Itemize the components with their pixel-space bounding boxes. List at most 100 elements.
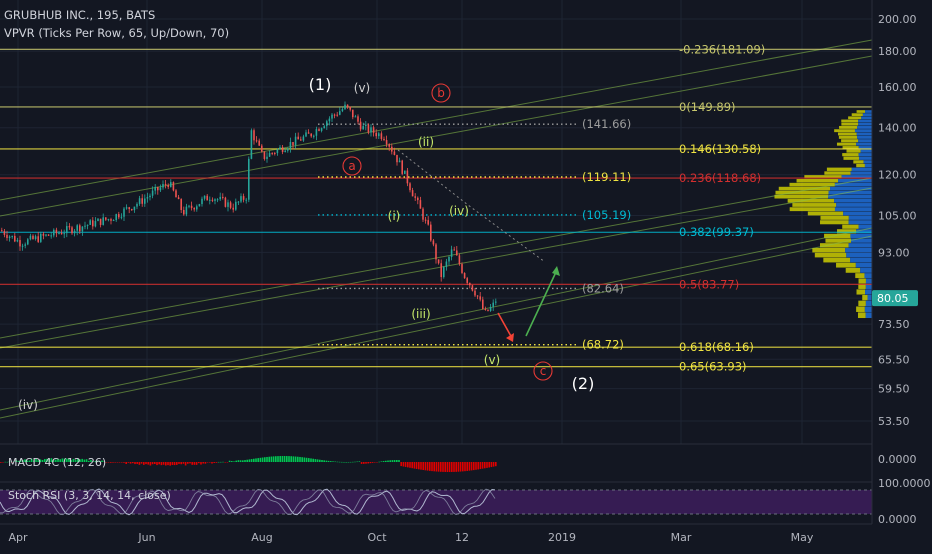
candle-body	[34, 236, 37, 240]
candle-body	[8, 236, 11, 238]
macd-bar	[385, 460, 387, 462]
macd-bar	[261, 457, 264, 462]
candle-body	[313, 135, 315, 137]
candle-body	[463, 272, 466, 279]
macd-bar	[448, 462, 451, 472]
macd-bar	[237, 460, 240, 462]
macd-bar	[125, 462, 127, 465]
vp-bar-up	[845, 247, 872, 253]
macd-bar	[154, 462, 156, 465]
candle-body	[24, 244, 26, 246]
dotted-levels: (141.66) (119.11) (105.19) (82.64) (68.72)	[318, 117, 631, 352]
dotted-level-label: (68.72)	[582, 338, 624, 352]
vp-bar-up	[836, 203, 872, 207]
time-axis[interactable]	[0, 524, 872, 550]
wave-label: b	[437, 86, 445, 100]
vp-bar-up	[834, 207, 872, 212]
macd-bar	[270, 456, 273, 462]
macd-bar	[374, 462, 376, 463]
macd-bar	[233, 461, 235, 462]
vp-bar-down	[843, 156, 860, 160]
vp-bar-down	[825, 238, 852, 243]
candle-body	[99, 218, 102, 225]
candle-body	[188, 205, 190, 207]
vp-bar-up	[856, 132, 872, 136]
macd-bar	[464, 462, 466, 472]
vp-bar-up	[850, 171, 872, 175]
candle-body	[37, 236, 39, 242]
time-tick-label: Aug	[251, 531, 272, 544]
macd-bar	[495, 462, 497, 467]
macd-bar	[336, 461, 339, 463]
vp-bar-up	[858, 139, 872, 143]
candle-body	[203, 195, 206, 199]
wave-label: c	[540, 364, 547, 378]
macd-bar	[129, 462, 132, 464]
candle-body	[115, 214, 117, 221]
macd-bar	[88, 460, 90, 462]
candle-body	[6, 234, 8, 238]
vp-bar-up	[865, 278, 872, 284]
vp-bar-up	[848, 243, 872, 248]
price-tick-label: 93.00	[878, 246, 910, 259]
vp-bar-down	[856, 163, 865, 168]
candle-body	[128, 207, 130, 210]
macd-bar	[189, 462, 191, 464]
macd-bar	[81, 458, 83, 462]
vp-bar-down	[775, 190, 829, 195]
price-tick-label: 180.00	[878, 45, 917, 58]
candle-body	[29, 235, 32, 240]
candle-body	[393, 151, 396, 155]
vp-bar-down	[858, 283, 866, 289]
candle-body	[110, 219, 112, 221]
candles	[1, 101, 497, 312]
macd-bar	[85, 459, 88, 462]
candle-body	[201, 198, 203, 205]
channel-line	[0, 235, 873, 419]
candle-body	[453, 249, 455, 251]
candle-body	[300, 139, 302, 141]
vp-bar-down	[841, 122, 859, 126]
macd-bar	[24, 459, 26, 462]
macd-bar	[72, 458, 75, 462]
candle-body	[281, 147, 284, 153]
price-axis-labels: 200.00 180.00 160.00 140.00 120.00 105.00 93.0…	[872, 13, 918, 428]
vp-bar-down	[787, 198, 835, 203]
candle-body	[162, 183, 164, 188]
macd-bar	[96, 460, 99, 462]
macd-bar	[33, 460, 35, 462]
candle-body	[198, 204, 201, 207]
candle-body	[235, 201, 237, 210]
macd-bar	[466, 462, 468, 471]
macd-bar	[338, 461, 341, 463]
indicator-axis-labels: 0.0000 100.0000 0.0000	[878, 453, 931, 526]
candle-body	[45, 234, 47, 236]
macd-bar	[50, 458, 53, 462]
vp-bar-down	[774, 194, 829, 199]
vp-bar-up	[865, 289, 872, 295]
macd-bar	[222, 461, 224, 463]
fib-label: -0.236(181.09)	[679, 42, 765, 56]
vp-bar-down	[842, 146, 859, 150]
candle-body	[331, 114, 333, 119]
macd-bar	[167, 462, 169, 466]
candle-body	[157, 186, 159, 191]
price-axis[interactable]	[872, 0, 932, 550]
vp-bar-up	[858, 146, 872, 150]
vp-bar-up	[858, 224, 872, 229]
price-tick-label: 160.00	[878, 81, 917, 94]
macd-bar	[198, 462, 200, 464]
candle-body	[258, 140, 260, 146]
candle-body	[443, 266, 445, 278]
macd-bar	[409, 462, 411, 468]
candle-body	[224, 197, 227, 207]
candle-body	[367, 124, 370, 133]
candle-body	[456, 250, 458, 256]
fib-label: 0.618(68.16)	[679, 340, 754, 354]
macd-bar	[211, 462, 213, 464]
candle-body	[177, 197, 180, 200]
macd-bar	[321, 460, 323, 462]
macd-bar	[380, 461, 383, 462]
